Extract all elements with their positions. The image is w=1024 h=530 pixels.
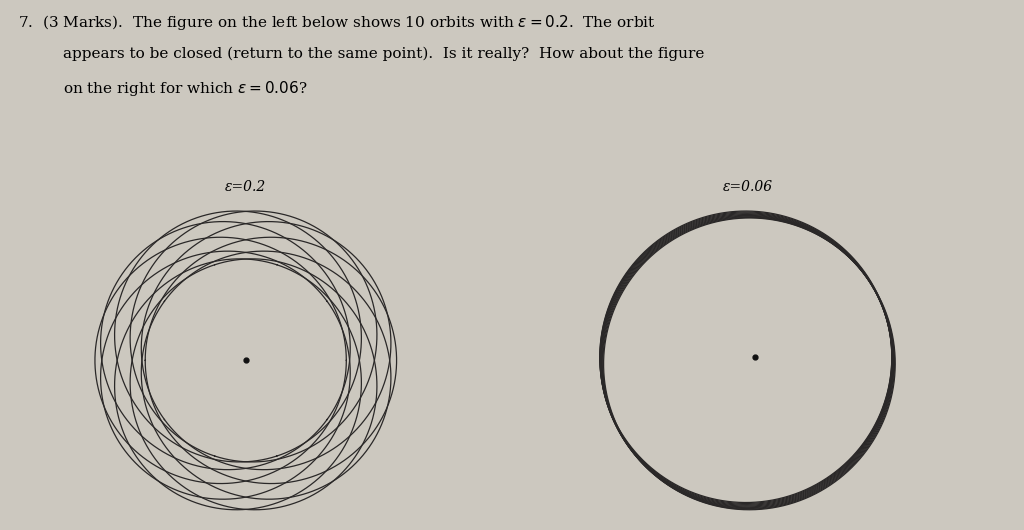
Text: 7.  (3 Marks).  The figure on the left below shows 10 orbits with $\epsilon = 0.: 7. (3 Marks). The figure on the left bel… [18, 13, 656, 32]
Text: on the right for which $\epsilon = 0.06$?: on the right for which $\epsilon = 0.06$… [63, 80, 308, 99]
Title: ε=0.2: ε=0.2 [225, 180, 266, 193]
Text: appears to be closed (return to the same point).  Is it really?  How about the f: appears to be closed (return to the same… [63, 47, 705, 61]
Title: ε=0.06: ε=0.06 [723, 180, 772, 193]
